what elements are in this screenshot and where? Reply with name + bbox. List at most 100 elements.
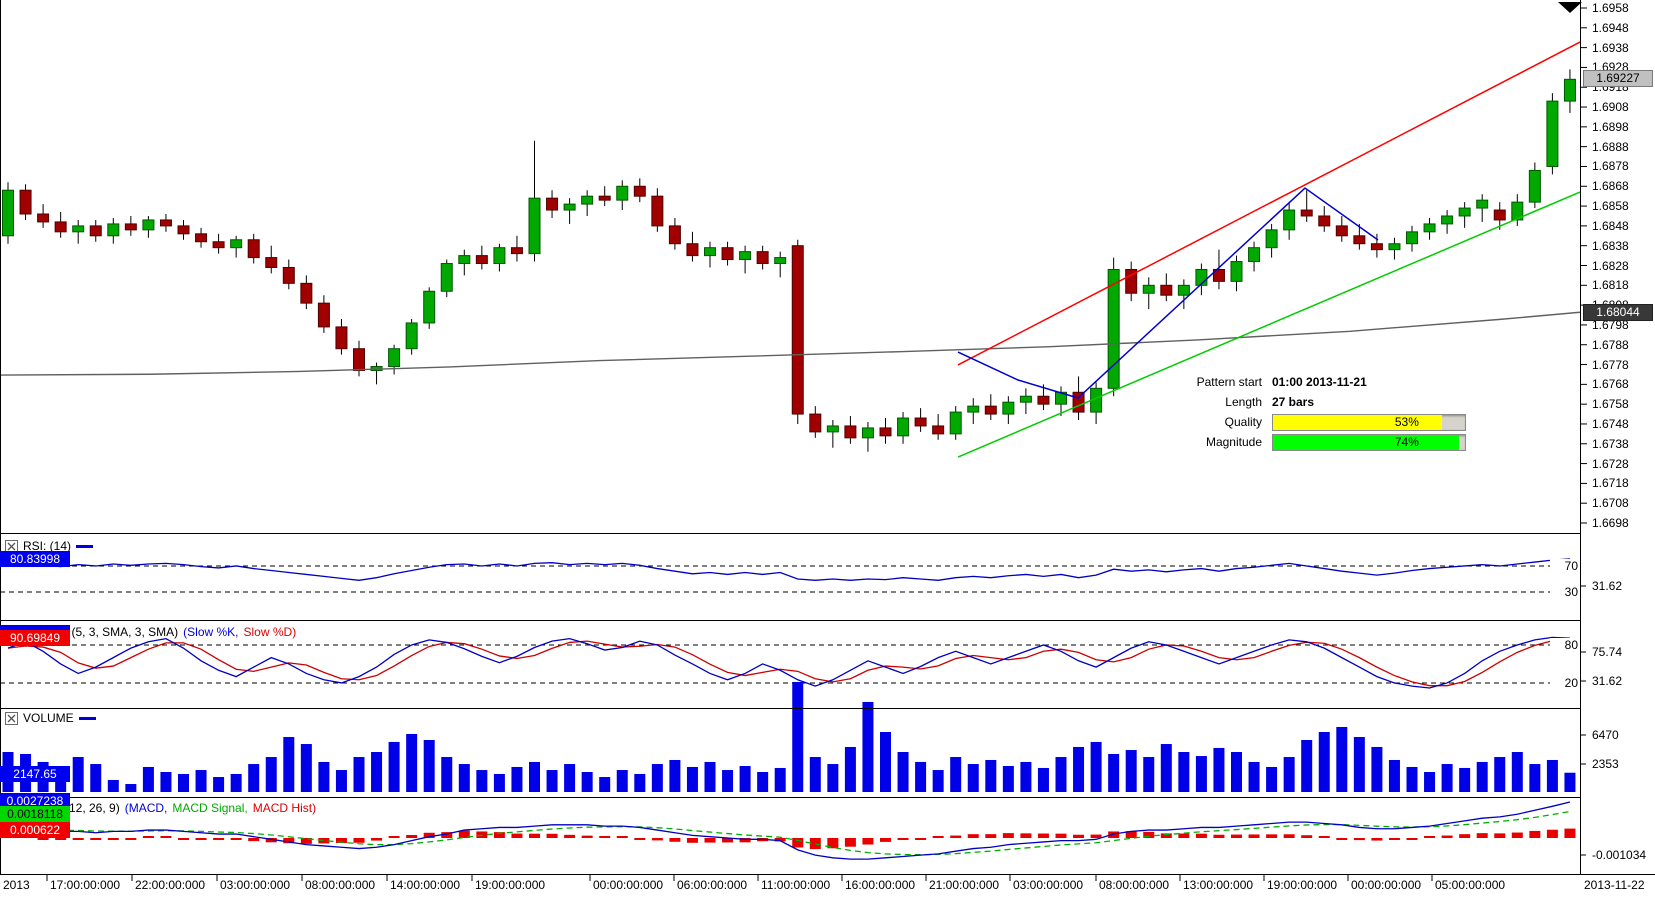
panel-borders	[0, 0, 1655, 875]
volume-close-icon[interactable]	[5, 711, 18, 725]
time-tick-label: 05:00:00:000	[1435, 878, 1506, 892]
macd-legend-macd: (MACD,	[124, 801, 168, 815]
price-tick-label: 1.6838	[1592, 238, 1629, 253]
macd-line	[7, 801, 1571, 860]
time-tick-label: 00:00:00:000	[593, 878, 664, 892]
pattern-start-value: 01:00 2013-11-21	[1272, 375, 1367, 389]
price-tick-label: 1.6748	[1592, 416, 1629, 431]
price-tick-label: 1.6948	[1592, 20, 1629, 35]
pattern-start-row: Pattern start 01:00 2013-11-21	[1186, 372, 1466, 392]
pattern-length-value: 27 bars	[1272, 395, 1315, 409]
rsi-level-label: 70	[1550, 558, 1580, 573]
indicator-axis-tick-label: 31.62	[1592, 674, 1623, 688]
indicator-axis-tick-label: 31.62	[1592, 579, 1623, 593]
time-tick-label: 08:00:00:000	[305, 878, 376, 892]
scroll-to-end-triangle-icon[interactable]	[1558, 2, 1582, 13]
macd-value-label: 0.000622	[0, 822, 70, 838]
price-tick-label: 1.6738	[1592, 436, 1629, 451]
macd-value-label: 0.0027238	[0, 793, 70, 809]
stoch-k-legend: (Slow %K,	[183, 625, 239, 639]
pattern-info-box: Pattern start 01:00 2013-11-21 Length 27…	[1186, 372, 1466, 452]
indicator-axis-tick-label: 6470	[1592, 728, 1619, 742]
volume-value-label: 2147.65	[0, 766, 70, 782]
stoch-d-line	[7, 637, 1571, 687]
sma-value-label: 1.68044	[1583, 304, 1653, 322]
price-tick-label: 1.6898	[1592, 119, 1629, 134]
trendline-green	[957, 191, 1581, 458]
magnitude-progress-fill	[1273, 434, 1460, 450]
candlesticks	[2, 69, 1576, 452]
time-tick-label: 17:00:00:000	[50, 878, 121, 892]
indicator-axis-tick-label: 75.74	[1592, 645, 1623, 659]
time-tick-label: 00:00:00:000	[1351, 878, 1422, 892]
date-label: 2013-11-22	[1584, 878, 1645, 892]
price-tick-label: 1.6798	[1592, 317, 1629, 332]
time-tick-label: 19:00:00:000	[475, 878, 546, 892]
volume-bars	[2, 681, 1576, 792]
pattern-quality-label: Quality	[1224, 415, 1262, 429]
stoch-value-label: 90.69849	[0, 630, 70, 646]
macd-legend-signal: MACD Signal,	[172, 801, 248, 815]
quality-percent: 53%	[1394, 414, 1419, 429]
time-tick-label: 19:00:00:000	[1267, 878, 1338, 892]
time-tick-label: 08:00:00:000	[1099, 878, 1170, 892]
macd-value-label: 0.0018118	[0, 806, 70, 822]
indicator-axis-tick-label: -0.001034	[1592, 848, 1647, 862]
price-tick-label: 1.6768	[1592, 377, 1629, 392]
time-tick-label: 11:00:00:000	[761, 878, 831, 892]
time-tick-label: 03:00:00:000	[220, 878, 291, 892]
macd-signal-line	[7, 810, 1571, 856]
time-tick-label: 06:00:00:000	[677, 878, 748, 892]
price-tick-label: 1.6858	[1592, 199, 1629, 214]
time-tick-label: 13:00:00:000	[1183, 878, 1254, 892]
macd-legend-hist: MACD Hist)	[252, 801, 317, 815]
price-tick-label: 1.6828	[1592, 258, 1629, 273]
time-tick-label: 14:00:00:000	[390, 878, 461, 892]
pattern-lines-blue	[957, 187, 1379, 399]
sma-line	[0, 311, 1581, 376]
price-tick-label: 1.6888	[1592, 139, 1629, 154]
time-axis-ticks	[46, 875, 1433, 881]
stoch-level-label: 80	[1550, 637, 1580, 652]
price-tick-label: 1.6908	[1592, 100, 1629, 115]
rsi-value-label: 80.83998	[0, 551, 70, 567]
pattern-magnitude-row: Magnitude 74%	[1186, 432, 1466, 452]
volume-legend-swatch	[78, 716, 96, 720]
pattern-start-label: Pattern start	[1196, 375, 1262, 389]
price-tick-label: 1.6758	[1592, 397, 1629, 412]
indicator-axis-tick-label: 2353	[1592, 757, 1619, 771]
time-tick-label: 22:00:00:000	[135, 878, 206, 892]
rsi-level-label: 30	[1550, 585, 1580, 600]
pattern-length-label: Length	[1225, 395, 1262, 409]
price-tick-label: 1.6778	[1592, 357, 1629, 372]
rsi-line	[7, 558, 1570, 581]
stoch-k-line	[7, 636, 1570, 689]
rsi-panel-header: RSI: (14)	[5, 539, 94, 553]
price-tick-label: 1.6708	[1592, 496, 1629, 511]
price-tick-label: 1.6848	[1592, 218, 1629, 233]
stoch-level-label: 20	[1550, 675, 1580, 690]
stoch-d-legend: Slow %D)	[243, 625, 297, 639]
pattern-length-row: Length 27 bars	[1186, 392, 1466, 412]
price-tick-label: 1.6958	[1592, 1, 1629, 15]
price-tick-label: 1.6788	[1592, 337, 1629, 352]
quality-progress-bar: 53%	[1272, 413, 1466, 431]
pattern-magnitude-label: Magnitude	[1205, 435, 1262, 449]
quality-progress-fill	[1273, 414, 1442, 430]
rsi-close-icon[interactable]	[5, 539, 18, 553]
rsi-title: RSI: (14)	[23, 539, 72, 553]
volume-title: VOLUME	[23, 711, 74, 725]
price-tick-label: 1.6718	[1592, 476, 1629, 491]
rsi-legend-swatch	[76, 544, 94, 548]
time-tick-label: 16:00:00:000	[845, 878, 916, 892]
magnitude-percent: 74%	[1394, 434, 1419, 449]
trendline-red	[957, 41, 1581, 366]
pattern-quality-row: Quality 53%	[1186, 412, 1466, 432]
price-tick-label: 1.6868	[1592, 179, 1629, 194]
volume-panel-header: VOLUME	[5, 711, 96, 725]
price-tick-label: 1.6938	[1592, 40, 1629, 55]
time-tick-label: 21:00:00:000	[929, 878, 1000, 892]
price-tick-label: 1.6728	[1592, 456, 1629, 471]
current-price-label: 1.69227	[1583, 69, 1653, 87]
